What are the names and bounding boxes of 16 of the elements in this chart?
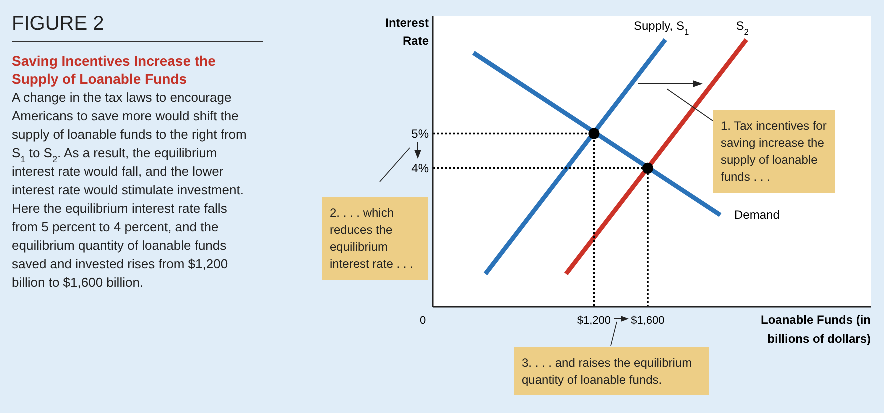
text: 2. . . . which reduces the equilibrium interest rate . . .: [330, 206, 414, 271]
y-tick-label: 4%: [412, 161, 430, 176]
x-tick-label: 0: [420, 315, 426, 327]
y-tick-label: 5%: [412, 126, 430, 141]
y-axis-title: Interest Rate: [386, 16, 430, 48]
series-label: S$_{2}$: [736, 18, 750, 37]
annotation: 1. Tax incentives for saving increase the supply of loanable funds . . .: [721, 119, 827, 184]
text: FIGURE 2: [12, 13, 104, 35]
x-tick-label: $1,200: [577, 315, 612, 327]
x-axis-title: Loanable Funds (in billions of dollars): [761, 313, 871, 346]
text: 3. . . . and raises the equilibrium quantity of loanable funds.: [522, 356, 692, 387]
text: A change in the tax laws to encourage Americans to save more would shift the supply of loanable funds to the right from S$_{1}$ to S$_{2}$. As a result, the equilibrium interest rate would fall, and the lower interest rate would stimulate investment. Here the equilibrium interest rate falls from 5 percent to 4 percent, and the equilibrium quantity of loanable funds saved and invested rises from $1,200 billion to $1,600 billion.: [12, 90, 247, 290]
series-label: Supply, S$_{1}$: [634, 18, 690, 37]
text: Saving Incentives Increase the Supply of Loanable Funds: [12, 53, 216, 87]
x-tick-label: $1,600: [631, 315, 665, 327]
series-label: Demand: [734, 208, 780, 222]
